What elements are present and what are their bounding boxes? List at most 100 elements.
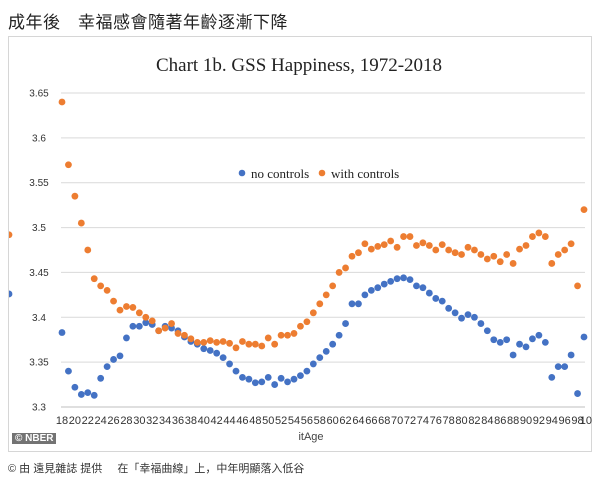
x-tick-label: 28 (120, 415, 132, 427)
with-controls-point (348, 252, 356, 260)
no-controls-point (84, 389, 92, 397)
with-controls-point (309, 309, 317, 317)
with-controls-point (541, 233, 549, 240)
no-controls-point (290, 375, 298, 383)
no-controls-point (529, 335, 536, 343)
no-controls-point (355, 300, 362, 308)
y-tick-label: 3.5 (32, 223, 46, 234)
with-controls-point (342, 264, 349, 272)
no-controls-point (400, 274, 407, 282)
with-controls-point (219, 338, 227, 345)
with-controls-point (245, 340, 253, 348)
no-controls-point (239, 373, 246, 381)
no-controls-point (496, 339, 504, 346)
no-controls-point (71, 383, 79, 391)
with-controls-point (193, 339, 201, 346)
legend-marker-with-controls (318, 169, 326, 177)
with-controls-point (110, 297, 117, 305)
no-controls-point (9, 290, 13, 298)
no-controls-point (387, 278, 395, 285)
with-controls-point (200, 339, 208, 346)
no-controls-point (348, 300, 356, 308)
with-controls-point (567, 240, 575, 248)
no-controls-point (297, 372, 304, 379)
x-tick-label: 34 (159, 415, 171, 427)
with-controls-point (84, 246, 92, 254)
with-controls-point (464, 243, 472, 251)
x-tick-label: 26 (107, 415, 119, 427)
with-controls-point (387, 237, 395, 245)
x-tick-label: 30 (133, 415, 145, 427)
with-controls-point (148, 317, 156, 325)
x-tick-label: 80 (455, 415, 467, 427)
y-tick-label: 3.6 (32, 133, 46, 144)
with-controls-point (503, 251, 511, 258)
with-controls-point (471, 246, 478, 254)
x-tick-label: 72 (404, 415, 416, 427)
x-tick-label: 52 (275, 415, 287, 427)
no-controls-point (103, 363, 111, 371)
x-tick-label: 78 (443, 415, 455, 427)
with-controls-point (574, 282, 581, 290)
with-controls-point (303, 318, 311, 326)
no-controls-point (316, 354, 324, 362)
no-controls-point (361, 291, 369, 299)
with-controls-point (232, 344, 240, 352)
with-controls-point (438, 241, 446, 249)
with-controls-point (548, 260, 556, 267)
no-controls-point (393, 275, 401, 283)
no-controls-point (516, 340, 523, 348)
image-caption: © 由 遠見雜誌 提供 在「幸福曲線」上，中年明顯落入低谷 (8, 460, 304, 476)
no-controls-point (277, 374, 285, 382)
y-tick-label: 3.3 (32, 403, 46, 414)
no-controls-point (574, 390, 581, 397)
x-tick-label: 96 (559, 415, 571, 427)
no-controls-point (322, 347, 330, 355)
x-tick-label: 48 (249, 415, 261, 427)
with-controls-point (329, 282, 337, 290)
no-controls-point (425, 289, 433, 297)
no-controls-point (445, 304, 453, 312)
x-tick-label: 68 (378, 415, 390, 427)
no-controls-point (110, 356, 117, 363)
x-tick-label: 94 (546, 415, 558, 427)
no-controls-point (367, 286, 375, 294)
no-controls-point (213, 349, 221, 357)
y-tick-label: 3.35 (29, 358, 49, 369)
with-controls-point (451, 249, 459, 257)
with-controls-point (425, 242, 433, 249)
no-controls-point (284, 378, 291, 386)
with-controls-point (161, 324, 169, 332)
with-controls-point (400, 233, 407, 240)
no-controls-point (206, 347, 214, 354)
no-controls-point (251, 379, 259, 387)
x-tick-label: 44 (223, 415, 235, 427)
y-tick-label: 3.65 (29, 89, 49, 100)
with-controls-point (316, 300, 324, 308)
no-controls-point (522, 343, 530, 351)
x-tick-label: 86 (494, 415, 506, 427)
gridlines (61, 92, 585, 363)
x-tick-label: 46 (236, 415, 248, 427)
x-tick-label: 88 (507, 415, 519, 427)
with-controls-point (251, 340, 259, 348)
no-controls-point (490, 336, 498, 344)
no-controls-point (548, 373, 556, 381)
no-controls-point (458, 314, 465, 322)
with-controls-point (155, 327, 163, 335)
no-controls-point (77, 391, 85, 398)
no-controls-point (509, 351, 517, 359)
with-controls-point (213, 339, 221, 346)
with-controls-point (483, 255, 491, 263)
with-controls-point (123, 303, 130, 310)
no-controls-point (200, 345, 208, 353)
legend: no controls with controls (238, 166, 399, 181)
with-controls-point (226, 339, 233, 347)
no-controls-point (464, 311, 472, 318)
no-controls-point (264, 373, 272, 381)
with-controls-point (496, 258, 504, 266)
x-tick-label: 40 (198, 415, 210, 427)
with-controls-point (290, 330, 298, 337)
x-tick-label: 82 (468, 415, 480, 427)
data-series (9, 98, 588, 399)
